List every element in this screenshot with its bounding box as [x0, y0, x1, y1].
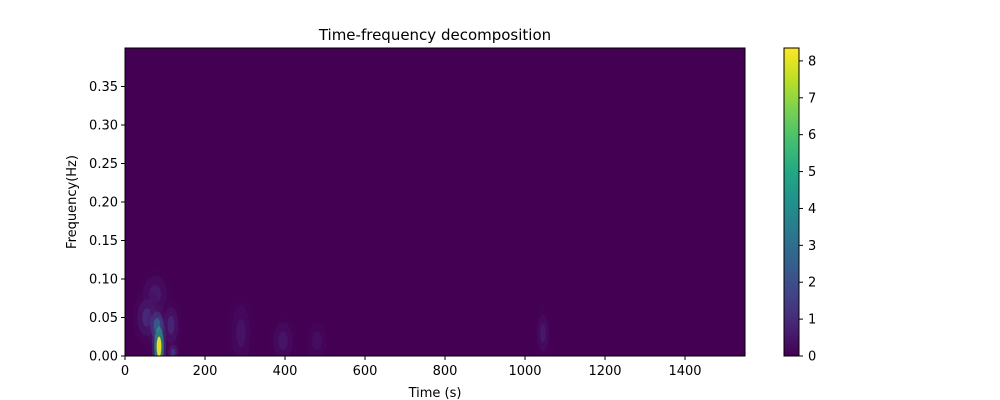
x-axis: 0 200 400 600 800 1000 1200 1400 — [121, 356, 702, 379]
chart-title: Time-frequency decomposition — [318, 26, 551, 44]
heatmap-feature — [236, 319, 246, 347]
heatmap-feature — [167, 315, 175, 335]
y-tick-label: 0.15 — [89, 234, 118, 249]
heatmap-feature — [170, 348, 176, 356]
colorbar-tick-label: 6 — [808, 128, 816, 143]
x-tick-label: 600 — [353, 364, 378, 379]
plot-background — [125, 48, 745, 356]
y-tick-label: 0.10 — [89, 273, 118, 288]
y-tick-label: 0.25 — [89, 157, 118, 172]
x-tick-label: 400 — [273, 364, 298, 379]
colorbar-tick-label: 8 — [808, 54, 816, 69]
heatmap-feature — [156, 336, 162, 356]
y-axis-label: Frequency(Hz) — [65, 155, 80, 249]
heatmap-feature — [278, 331, 288, 350]
y-tick-label: 0.30 — [89, 119, 118, 134]
colorbar-tick-label: 7 — [808, 91, 816, 106]
colorbar-tick-label: 4 — [808, 202, 816, 217]
x-tick-label: 200 — [193, 364, 218, 379]
colorbar-ticks: 0 1 2 3 4 5 6 7 8 — [799, 54, 816, 365]
colorbar: 0 1 2 3 4 5 6 7 8 — [783, 47, 816, 365]
colorbar-tick-label: 1 — [808, 313, 816, 328]
colorbar-tick-label: 2 — [808, 276, 816, 291]
y-tick-label: 0.35 — [89, 80, 118, 95]
x-tick-label: 0 — [121, 364, 129, 379]
heatmap-feature — [149, 285, 161, 304]
colorbar-tick-label: 3 — [808, 239, 816, 254]
y-tick-label: 0.20 — [89, 196, 118, 211]
y-tick-label: 0.05 — [89, 311, 118, 326]
x-tick-label: 1000 — [508, 364, 541, 379]
heatmap-feature — [142, 308, 152, 327]
y-tick-label: 0.00 — [89, 350, 118, 365]
colorbar-frame — [783, 47, 800, 357]
colorbar-tick-label: 5 — [808, 165, 816, 180]
y-axis: 0.00 0.05 0.10 0.15 0.20 0.25 0.30 0.35 — [89, 80, 125, 365]
colorbar-tick-label: 0 — [808, 350, 816, 365]
heatmap-feature — [312, 331, 322, 350]
plot-area — [124, 47, 746, 357]
x-axis-label: Time (s) — [408, 386, 462, 400]
heatmap-features — [132, 266, 552, 356]
heatmap-feature — [540, 323, 546, 343]
colorbar-gradient — [784, 48, 799, 356]
x-tick-label: 1200 — [588, 364, 621, 379]
x-tick-label: 1400 — [668, 364, 701, 379]
x-tick-label: 800 — [433, 364, 458, 379]
